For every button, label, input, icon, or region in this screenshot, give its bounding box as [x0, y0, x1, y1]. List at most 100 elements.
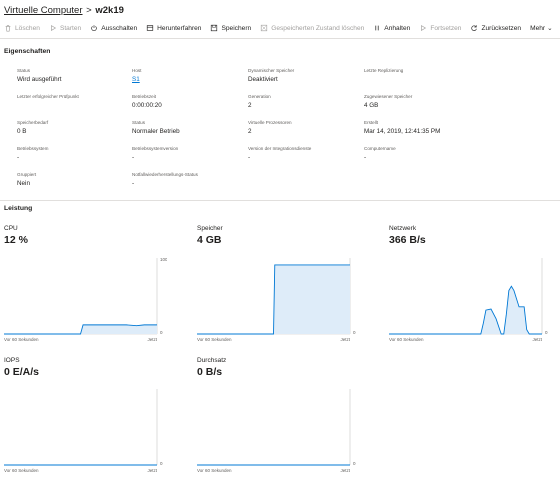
prop-virtual-processors-label: Virtuelle Prozessoren [248, 120, 292, 125]
prop-dynamic-memory-value: Deaktiviert [248, 76, 278, 83]
prop-uptime-value: 0:00:00:20 [132, 102, 162, 109]
prop-memory-demand-label: Speicherbedarf [17, 120, 49, 125]
prop-os-version: Betriebssystemversion - [132, 146, 242, 161]
divider [0, 200, 560, 201]
resume-icon [419, 24, 427, 32]
prop-created-label: Erstellt [364, 120, 379, 125]
breadcrumb-separator: > [86, 5, 92, 16]
prop-uptime-label: Betriebszeit [132, 94, 157, 99]
prop-grouped-value: Nein [17, 180, 30, 187]
cpu-series-line [4, 324, 157, 335]
cpu-value: 12 % [4, 234, 28, 246]
shutdown-icon [146, 24, 154, 32]
cpu-y-max-label: 100 [160, 257, 167, 262]
cpu-chart: 100 0 Vor 60 Sekunden Jetzt [4, 254, 167, 346]
prop-dynamic-memory: Dynamischer Speicher Deaktiviert [248, 68, 358, 83]
properties-section-title: Eigenschaften [4, 48, 51, 55]
breadcrumb-virtual-machines-link[interactable]: Virtuelle Computer [4, 5, 83, 16]
iops-chart: 0 Vor 60 Sekunden Jetzt [4, 385, 167, 477]
start-button[interactable]: Starten [49, 24, 81, 32]
reset-button-label: Zurücksetzen [481, 24, 522, 32]
prop-created: Erstellt Mar 14, 2019, 12:41:35 PM [364, 120, 474, 135]
network-x-end-label: Jetzt [532, 337, 542, 342]
save-button-label: Speichern [221, 24, 252, 32]
prop-dr-status-label: Notfallwiederherstellungs-Status [132, 172, 198, 177]
resume-button-label: Fortsetzen [430, 24, 462, 32]
network-x-start-label: Vor 60 Sekunden [389, 337, 424, 342]
memory-x-end-label: Jetzt [340, 337, 350, 342]
prop-computer-name-label: Computername [364, 146, 396, 151]
prop-status-label: Status [17, 68, 31, 73]
play-icon [49, 24, 57, 32]
delete-saved-state-button-label: Gespeicherten Zustand löschen [271, 24, 365, 32]
prop-assigned-memory: Zugewiesener Speicher 4 GB [364, 94, 474, 109]
prop-dynamic-memory-label: Dynamischer Speicher [248, 68, 295, 73]
prop-status-value: Wird ausgeführt [17, 76, 62, 83]
iops-chart-svg: 0 Vor 60 Sekunden Jetzt [4, 389, 163, 473]
host-link[interactable]: S1 [132, 76, 140, 83]
iops-x-start-label: Vor 60 Sekunden [4, 468, 39, 473]
turn-off-button-label: Ausschalten [101, 24, 138, 32]
prop-grouped-label: Gruppiert [17, 172, 37, 177]
memory-chart: 0 Vor 60 Sekunden Jetzt [197, 254, 360, 346]
memory-chart-svg: 0 Vor 60 Sekunden Jetzt [197, 258, 356, 342]
prop-generation-value: 2 [248, 102, 252, 109]
memory-value: 4 GB [197, 234, 222, 246]
prop-generation: Generation 2 [248, 94, 358, 109]
prop-os-label: Betriebssystem [17, 146, 49, 151]
pause-button[interactable]: Anhalten [373, 24, 410, 32]
prop-memory-demand: Speicherbedarf 0 B [17, 120, 127, 135]
prop-computer-name: Computername - [364, 146, 474, 161]
resume-button[interactable]: Fortsetzen [419, 24, 461, 32]
more-button[interactable]: Mehr ⌄ [530, 24, 553, 33]
prop-last-checkpoint: Letzter erfolgreicher Prüfpunkt [17, 94, 127, 102]
breadcrumb: Virtuelle Computer > w2k19 [4, 5, 124, 16]
memory-series-line [197, 264, 350, 335]
prop-os-value: - [17, 154, 20, 161]
page-title: w2k19 [95, 5, 124, 16]
network-series-line [389, 285, 542, 335]
prop-host-label: Host [132, 68, 142, 73]
trash-icon [4, 24, 12, 32]
start-button-label: Starten [59, 24, 82, 32]
cpu-series-area [4, 324, 157, 334]
throughput-value: 0 B/s [197, 366, 223, 378]
iops-value: 0 E/A/s [4, 366, 40, 378]
save-button[interactable]: Speichern [210, 24, 251, 32]
turn-off-button[interactable]: Ausschalten [90, 24, 137, 32]
throughput-x-start-label: Vor 60 Sekunden [197, 468, 232, 473]
throughput-y-min-label: 0 [353, 461, 356, 466]
prop-integration-services-version-value: - [248, 154, 251, 161]
delete-button-label: Löschen [15, 24, 40, 32]
prop-assigned-memory-value: 4 GB [364, 102, 379, 109]
pause-button-label: Anhalten [384, 24, 411, 32]
delete-saved-state-button[interactable]: Gespeicherten Zustand löschen [260, 24, 364, 32]
network-label: Netzwerk [389, 225, 417, 232]
prop-os-version-label: Betriebssystemversion [132, 146, 179, 151]
shutdown-button[interactable]: Herunterfahren [146, 24, 201, 32]
prop-assigned-memory-label: Zugewiesener Speicher [364, 94, 413, 99]
iops-y-min-label: 0 [160, 461, 163, 466]
network-series-area [389, 286, 542, 334]
power-icon [90, 24, 98, 32]
more-button-label: Mehr [530, 24, 546, 32]
prop-created-value: Mar 14, 2019, 12:41:35 PM [364, 128, 441, 135]
cpu-chart-svg: 100 0 Vor 60 Sekunden Jetzt [4, 257, 167, 342]
command-bar: Löschen Starten Ausschalten Herunterfahr… [0, 21, 560, 35]
save-icon [210, 24, 218, 32]
performance-section-title: Leistung [4, 205, 33, 212]
prop-dr-status-value: - [132, 180, 135, 187]
cpu-x-start-label: Vor 60 Sekunden [4, 337, 39, 342]
prop-uptime: Betriebszeit 0:00:00:20 [132, 94, 242, 109]
prop-last-replication-label: Letzte Replizierung [364, 68, 404, 73]
throughput-chart: 0 Vor 60 Sekunden Jetzt [197, 385, 360, 477]
prop-dr-status: Notfallwiederherstellungs-Status - [132, 172, 242, 187]
prop-generation-label: Generation [248, 94, 271, 99]
reset-button[interactable]: Zurücksetzen [470, 24, 521, 32]
prop-memory-demand-value: 0 B [17, 128, 27, 135]
memory-x-start-label: Vor 60 Sekunden [197, 337, 232, 342]
cpu-y-min-label: 0 [160, 330, 163, 335]
prop-os-version-value: - [132, 154, 135, 161]
network-chart: 0 Vor 60 Sekunden Jetzt [389, 254, 552, 346]
delete-button[interactable]: Löschen [4, 24, 40, 32]
